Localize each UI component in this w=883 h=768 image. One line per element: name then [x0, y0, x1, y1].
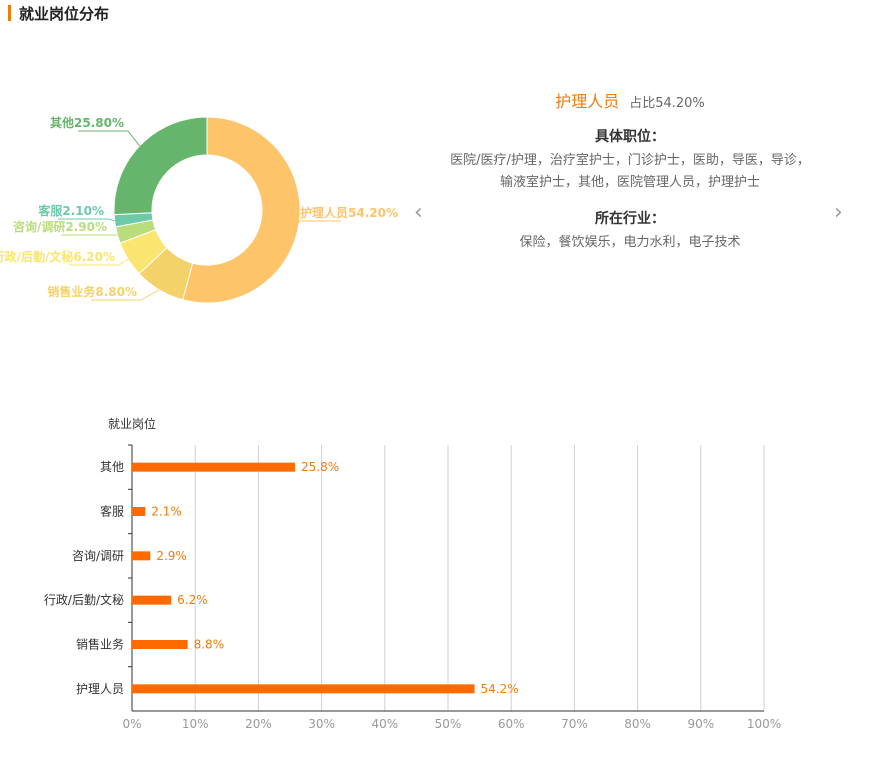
x-tick-label: 50% [435, 717, 462, 731]
x-tick-label: 100% [747, 717, 781, 731]
donut-leader-line [91, 289, 160, 301]
job-info-panel: 护理人员 占比54.20% 具体职位： 医院/医疗/护理，治疗室护士，门诊护士，医… [440, 88, 820, 254]
bar [132, 640, 188, 649]
title-accent [8, 5, 11, 21]
x-tick-label: 90% [687, 717, 714, 731]
donut-slice [113, 116, 208, 216]
bar-value-label: 54.2% [481, 682, 519, 696]
job-heading: 护理人员 占比54.20% [440, 88, 820, 112]
x-tick-label: 0% [122, 717, 141, 731]
donut-label: 咨询/调研2.90% [13, 219, 107, 234]
donut-leader-line [78, 130, 141, 147]
industry-title: 所在行业： [595, 211, 665, 227]
donut-label: 客服2.10% [37, 203, 104, 218]
y-category-label: 其他 [100, 460, 124, 474]
donut-label: 其他25.80% [50, 115, 124, 130]
job-name: 护理人员 [555, 92, 620, 111]
bar [132, 551, 151, 561]
x-tick-label: 10% [182, 717, 209, 731]
bar-value-label: 2.9% [156, 549, 187, 563]
y-category-label: 护理人员 [76, 682, 124, 696]
donut-label: 护理人员54.20% [300, 205, 398, 220]
bar [132, 684, 475, 694]
bar-value-label: 25.8% [301, 460, 339, 474]
donut-label: 销售业务8.80% [47, 284, 137, 299]
x-tick-label: 60% [498, 717, 525, 731]
bar-value-label: 8.8% [194, 638, 225, 652]
section-header: 就业岗位分布 [8, 4, 110, 23]
y-category-label: 咨询/调研 [72, 548, 124, 563]
donut-leader-line [69, 258, 129, 266]
next-arrow-icon[interactable]: › [834, 200, 843, 225]
y-category-label: 行政/后勤/文秘 [44, 592, 124, 607]
donut-label: 行政/后勤/文秘6.20% [0, 249, 115, 264]
x-tick-label: 80% [624, 717, 651, 731]
y-category-label: 客服 [100, 504, 124, 519]
donut-slice [182, 116, 301, 304]
y-axis-title: 就业岗位 [108, 416, 156, 431]
bar-value-label: 2.1% [151, 505, 182, 519]
positions-title: 具体职位： [595, 129, 665, 145]
bar [132, 595, 172, 605]
x-tick-label: 40% [371, 717, 398, 731]
bar [132, 507, 146, 516]
industry-list: 保险，餐饮娱乐，电力水利，电子技术 [519, 235, 741, 250]
job-share: 占比54.20% [629, 96, 705, 111]
bar [132, 462, 296, 472]
donut-leader-line [295, 220, 341, 223]
x-tick-label: 30% [308, 717, 335, 731]
page-title: 就业岗位分布 [19, 4, 110, 23]
x-tick-label: 70% [561, 717, 588, 731]
positions-list: 医院/医疗/护理，治疗室护士，门诊护士，医助，导医，导诊，输液室护士，其他，医院… [450, 153, 810, 190]
prev-arrow-icon[interactable]: ‹ [414, 200, 423, 225]
y-category-label: 销售业务 [76, 637, 124, 652]
donut-chart: 护理人员54.20% 销售业务8.80% 行政/后勤/文秘6.20% 咨询/调研2.9… [0, 115, 398, 304]
donut-leader-line [58, 218, 115, 222]
x-tick-label: 20% [245, 717, 272, 731]
bar-value-label: 6.2% [177, 593, 208, 607]
